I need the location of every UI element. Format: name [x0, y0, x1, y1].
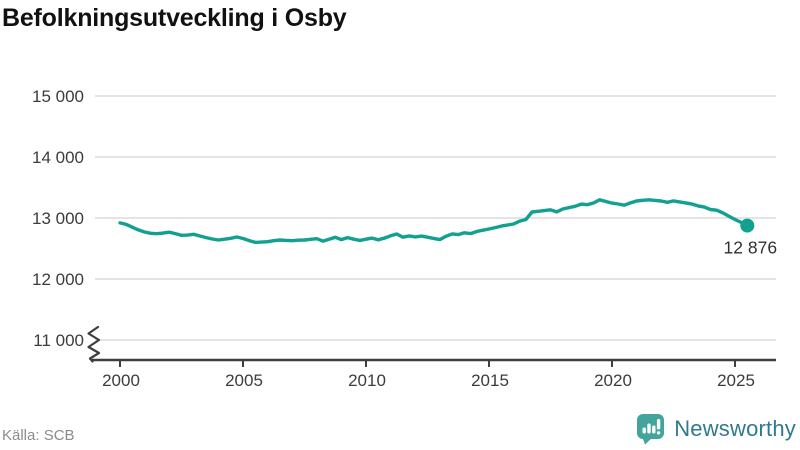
x-tick-label: 2020 [594, 371, 632, 390]
page-title: Befolkningsutveckling i Osby [2, 4, 347, 32]
x-tick-label: 2000 [102, 371, 140, 390]
population-line-chart: 15 000 14 000 13 000 12 000 11 000 2000 2005 20… [32, 87, 778, 390]
axis-break-icon [87, 325, 101, 363]
x-tick-label: 2005 [225, 371, 263, 390]
newsworthy-wordmark: Newsworthy [674, 416, 796, 441]
x-tick-label: 2025 [717, 371, 755, 390]
y-tick-label: 15 000 [32, 87, 84, 106]
population-line [118, 198, 749, 245]
newsworthy-logo[interactable]: Newsworthy [636, 413, 796, 445]
source-label: Källa: SCB [2, 427, 75, 444]
newsworthy-logo-icon [637, 414, 665, 445]
y-tick-label: 11 000 [33, 331, 84, 350]
end-value-label: 12 876 [724, 238, 778, 258]
x-tick-label: 2010 [348, 371, 386, 390]
y-tick-label: 13 000 [32, 209, 84, 228]
end-point-marker [740, 218, 755, 233]
y-tick-label: 12 000 [32, 270, 84, 289]
y-tick-label: 14 000 [32, 148, 84, 167]
x-tick-label: 2015 [471, 371, 509, 390]
